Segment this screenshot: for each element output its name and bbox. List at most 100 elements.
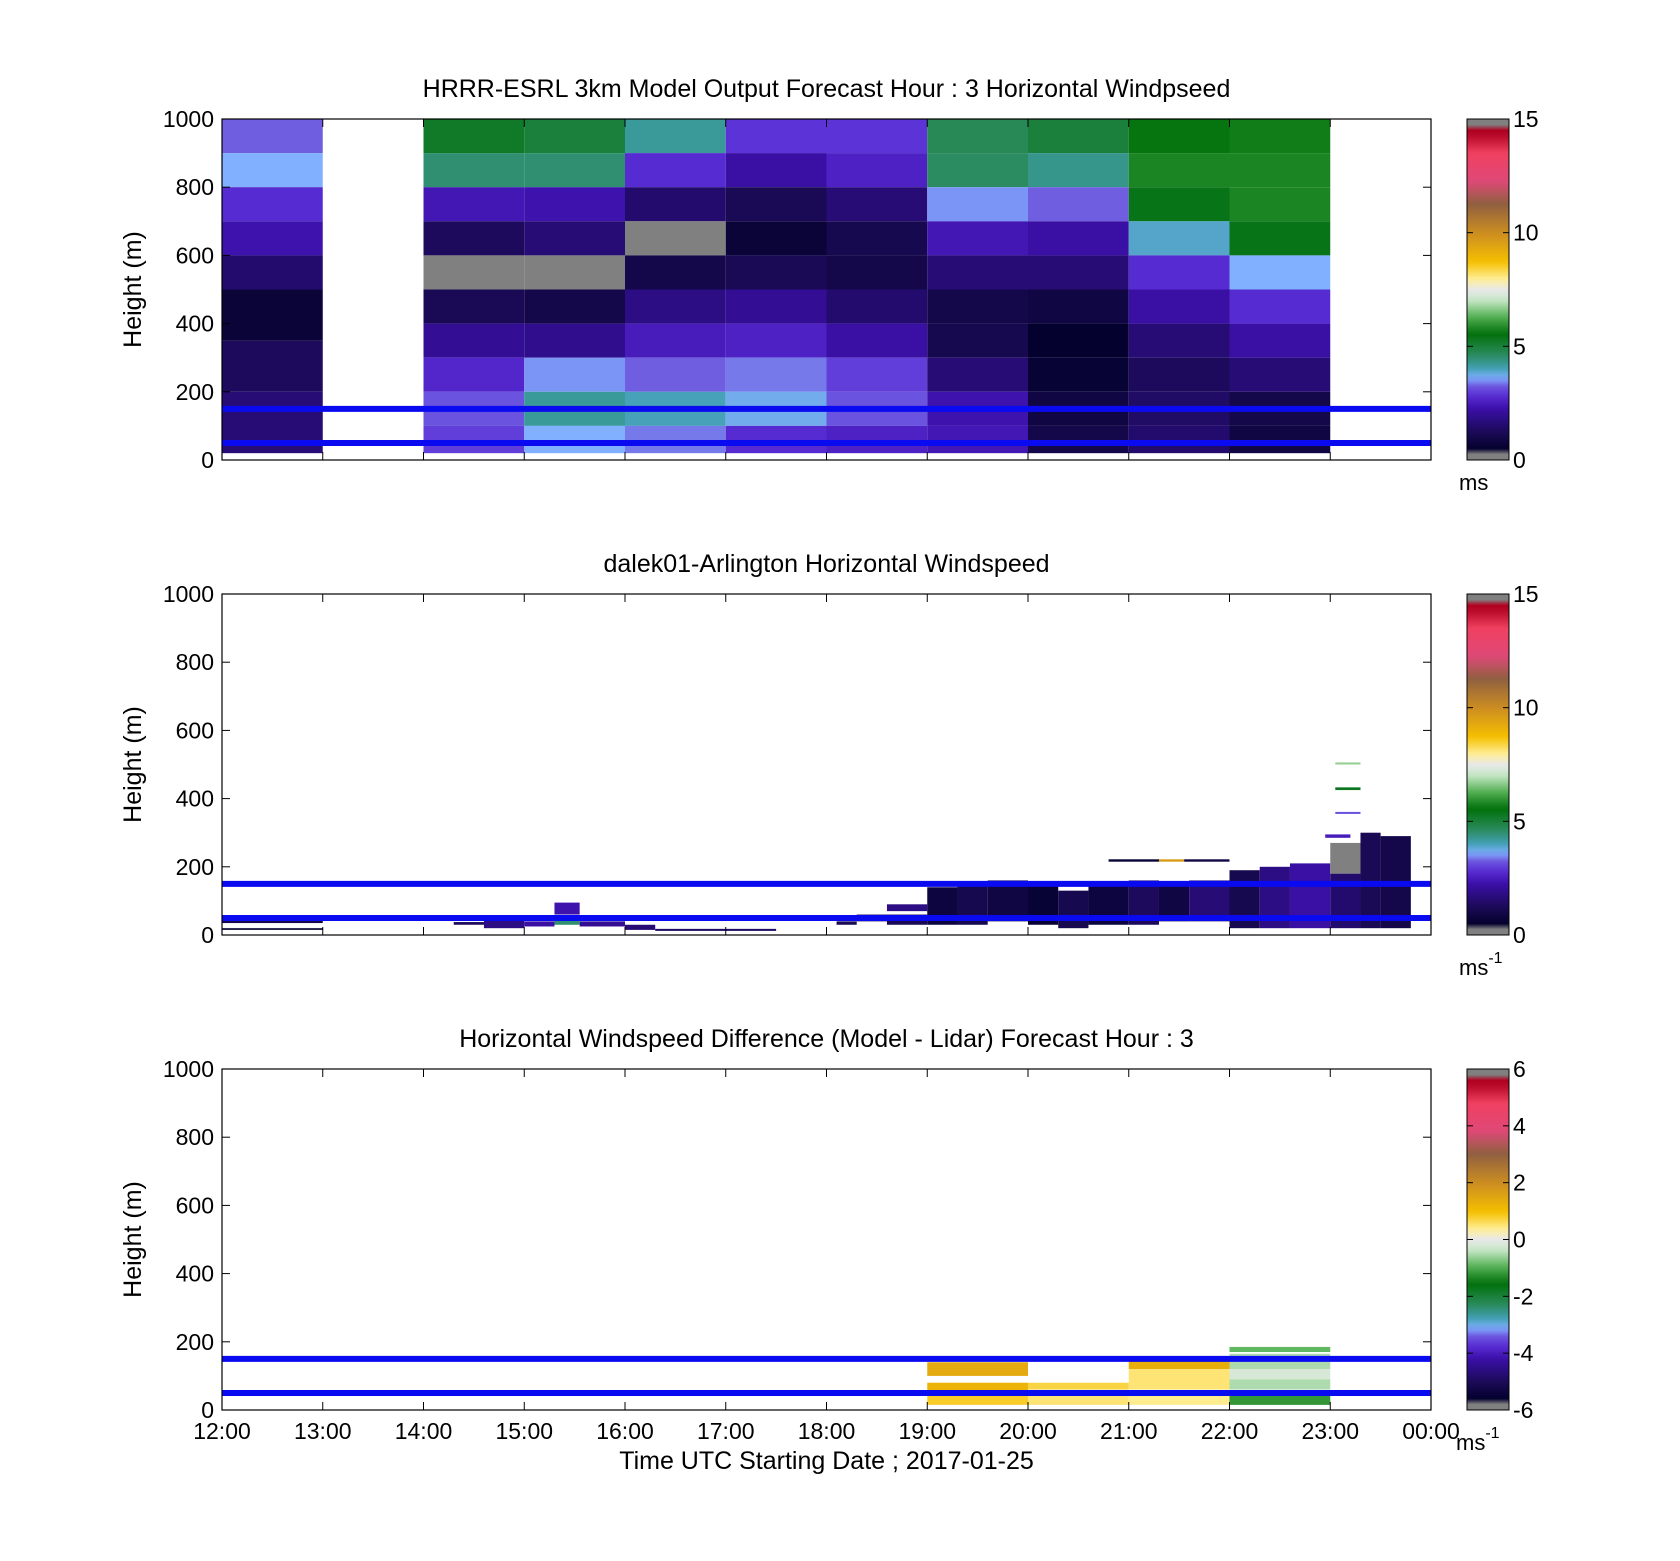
heatmap-cell — [625, 255, 726, 290]
y-tick-label: 0 — [201, 922, 214, 948]
colorbar-tick-label: 10 — [1513, 695, 1539, 721]
colorbar: -6 -4 -2 0 2 4 6 ms-1 — [1456, 1056, 1534, 1455]
heatmap-cell — [1184, 859, 1230, 862]
heatmap-cell — [927, 153, 1028, 188]
heatmap-cell — [1330, 842, 1361, 874]
heatmap-cell — [725, 187, 827, 222]
heatmap-cell — [826, 323, 928, 358]
heatmap-cell — [524, 153, 625, 188]
heatmap-cell — [836, 921, 857, 925]
x-tick-label: 23:00 — [1301, 1418, 1359, 1444]
heatmap-cell — [1335, 811, 1361, 814]
heatmap-cell — [1229, 357, 1331, 392]
heatmap-cell — [1325, 834, 1351, 838]
y-tick-label: 1000 — [163, 581, 214, 607]
heatmap-cell — [1229, 323, 1331, 358]
y-tick-label: 1000 — [163, 1056, 214, 1082]
colorbar-unit: ms-1 — [1456, 1425, 1500, 1455]
heatmap-cell — [524, 119, 625, 154]
colorbar-tick-label: -6 — [1513, 1397, 1533, 1423]
heatmap-cell — [927, 1362, 1028, 1376]
y-axis-label: Height (m) — [119, 1181, 147, 1298]
heatmap-cell — [1128, 221, 1230, 256]
y-axis-label: Height (m) — [119, 231, 147, 348]
heatmap-cell — [725, 425, 827, 454]
colorbar-tick-label: 2 — [1513, 1170, 1526, 1196]
heatmap-cell — [222, 119, 323, 154]
heatmap-cell — [1229, 1346, 1331, 1353]
y-tick-label: 0 — [201, 447, 214, 473]
heatmap-cell — [725, 119, 827, 154]
heatmap-cell — [423, 153, 525, 188]
colorbar-tick-label: 5 — [1513, 333, 1526, 359]
heatmap-cell — [725, 153, 827, 188]
y-tick-label: 200 — [176, 379, 214, 405]
colorbar-tick-label: 0 — [1513, 922, 1526, 948]
heatmap-cell — [927, 425, 1028, 454]
colorbar-gradient — [1466, 118, 1510, 461]
heatmap-cell — [524, 323, 625, 358]
heatmap-cell — [1229, 289, 1331, 324]
y-tick-label: 200 — [176, 1329, 214, 1355]
heatmap-cell — [1229, 187, 1331, 222]
panel-3: 12:00 13:00 14:00 15:00 16:00 17:00 18:00 19:00… — [119, 1025, 1534, 1455]
heatmap-cell — [1158, 859, 1185, 862]
heatmap-cell — [423, 119, 525, 154]
heatmap-cell — [625, 119, 726, 154]
heatmap-cell — [524, 921, 555, 927]
x-tick-label: 19:00 — [898, 1418, 956, 1444]
heatmap-cell — [222, 920, 323, 924]
x-tick-label: 12:00 — [193, 1418, 251, 1444]
heatmap-cell — [625, 187, 726, 222]
y-tick-label: 400 — [176, 311, 214, 337]
x-tick-label: 00:00 — [1402, 1418, 1460, 1444]
heatmap-cell — [1128, 323, 1230, 358]
colorbar-tick-label: 0 — [1513, 447, 1526, 473]
x-tick-label: 13:00 — [294, 1418, 352, 1444]
x-tick-label: 22:00 — [1201, 1418, 1259, 1444]
heatmap-cell — [423, 187, 525, 222]
heatmap-cell — [1229, 1394, 1331, 1405]
colorbar: 0 5 10 15 ms-1 — [1459, 581, 1539, 980]
heatmap-cell — [423, 357, 525, 392]
heatmap-cell — [625, 153, 726, 188]
heatmap-cell — [725, 357, 827, 392]
heatmap-cell — [826, 119, 928, 154]
colorbar-tick-label: 4 — [1513, 1113, 1526, 1139]
heatmap-cell — [886, 904, 928, 912]
colorbar-gradient — [1466, 1068, 1510, 1411]
heatmap-cell — [826, 187, 928, 222]
heatmap-cell — [927, 357, 1028, 392]
colorbar-gradient — [1466, 593, 1510, 936]
y-tick-label: 600 — [176, 717, 214, 743]
heatmap-cell — [625, 323, 726, 358]
heatmap-cell — [655, 928, 777, 931]
x-tick-label: 16:00 — [596, 1418, 654, 1444]
heatmap-cell — [1128, 119, 1230, 154]
heatmap-cell — [625, 221, 726, 256]
x-tick-label: 18:00 — [798, 1418, 856, 1444]
heatmap-cell — [222, 289, 323, 341]
heatmap-cell — [524, 425, 625, 454]
heatmap-cell — [423, 221, 525, 256]
heatmap-cell — [625, 425, 726, 454]
heatmap-cell — [1028, 1394, 1129, 1405]
colorbar-tick-label: 0 — [1513, 1227, 1526, 1253]
heatmap-cell — [1028, 221, 1129, 256]
panel-title: Horizontal Windspeed Difference (Model -… — [459, 1025, 1194, 1053]
heatmap-cell — [987, 880, 1028, 922]
heatmap-cell — [222, 187, 323, 222]
x-tick-label: 20:00 — [999, 1418, 1057, 1444]
heatmap-cell — [1128, 1394, 1230, 1405]
heatmap-cell — [1108, 859, 1159, 862]
heatmap-cell — [1128, 1369, 1230, 1390]
heatmap-cell — [1128, 153, 1230, 188]
heatmap-cell — [1128, 357, 1230, 392]
heatmap-cell — [524, 289, 625, 324]
heatmap-cell — [927, 119, 1028, 154]
heatmap-cell — [927, 1394, 1028, 1405]
heatmap-cell — [826, 425, 928, 454]
heatmap-cell — [927, 255, 1028, 290]
x-tick-label: 17:00 — [697, 1418, 755, 1444]
